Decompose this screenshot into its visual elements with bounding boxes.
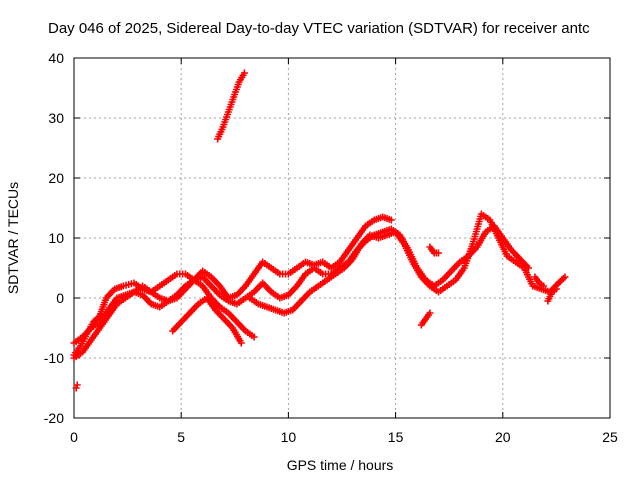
series-track-c bbox=[70, 276, 258, 362]
x-tick-label: 25 bbox=[602, 429, 618, 445]
y-tick-label: 0 bbox=[56, 290, 64, 306]
data-point bbox=[540, 282, 548, 290]
y-axis-label: SDTVAR / TECUs bbox=[5, 182, 21, 294]
x-tick-label: 5 bbox=[177, 429, 185, 445]
data-point bbox=[240, 69, 248, 77]
series-track-k bbox=[72, 381, 81, 392]
data-point bbox=[561, 273, 569, 281]
data-point bbox=[73, 381, 81, 389]
series-track-b bbox=[70, 222, 533, 347]
series-track-a bbox=[70, 213, 395, 359]
series-track-j bbox=[544, 285, 560, 305]
data-point bbox=[434, 249, 442, 257]
series-track-h bbox=[426, 243, 442, 257]
series-track-i bbox=[531, 273, 548, 290]
y-tick-label: -20 bbox=[44, 410, 64, 426]
data-point bbox=[552, 285, 560, 293]
x-tick-label: 20 bbox=[495, 429, 511, 445]
data-marks bbox=[70, 69, 569, 392]
x-tick-label: 10 bbox=[281, 429, 297, 445]
y-tick-label: -10 bbox=[44, 350, 64, 366]
y-tick-label: 30 bbox=[48, 110, 64, 126]
y-tick-label: 10 bbox=[48, 230, 64, 246]
x-tick-label: 15 bbox=[388, 429, 404, 445]
y-tick-label: 40 bbox=[48, 50, 64, 66]
series-track-f bbox=[214, 69, 248, 143]
series-track-e bbox=[246, 210, 569, 317]
x-tick-label: 0 bbox=[70, 429, 78, 445]
data-point bbox=[237, 339, 245, 347]
axis-ticks: 0 5 10 15 20 25 -20 -10 0 10 20 30 40 bbox=[44, 50, 618, 445]
x-axis-label: GPS time / hours bbox=[287, 457, 394, 473]
data-point bbox=[426, 309, 434, 317]
y-tick-label: 20 bbox=[48, 170, 64, 186]
chart-title: Day 046 of 2025, Sidereal Day-to-day VTE… bbox=[48, 20, 590, 37]
data-point bbox=[250, 333, 258, 341]
series-track-g bbox=[417, 309, 434, 329]
data-point bbox=[387, 216, 395, 224]
series-track-d bbox=[169, 294, 245, 347]
grid bbox=[74, 58, 610, 418]
